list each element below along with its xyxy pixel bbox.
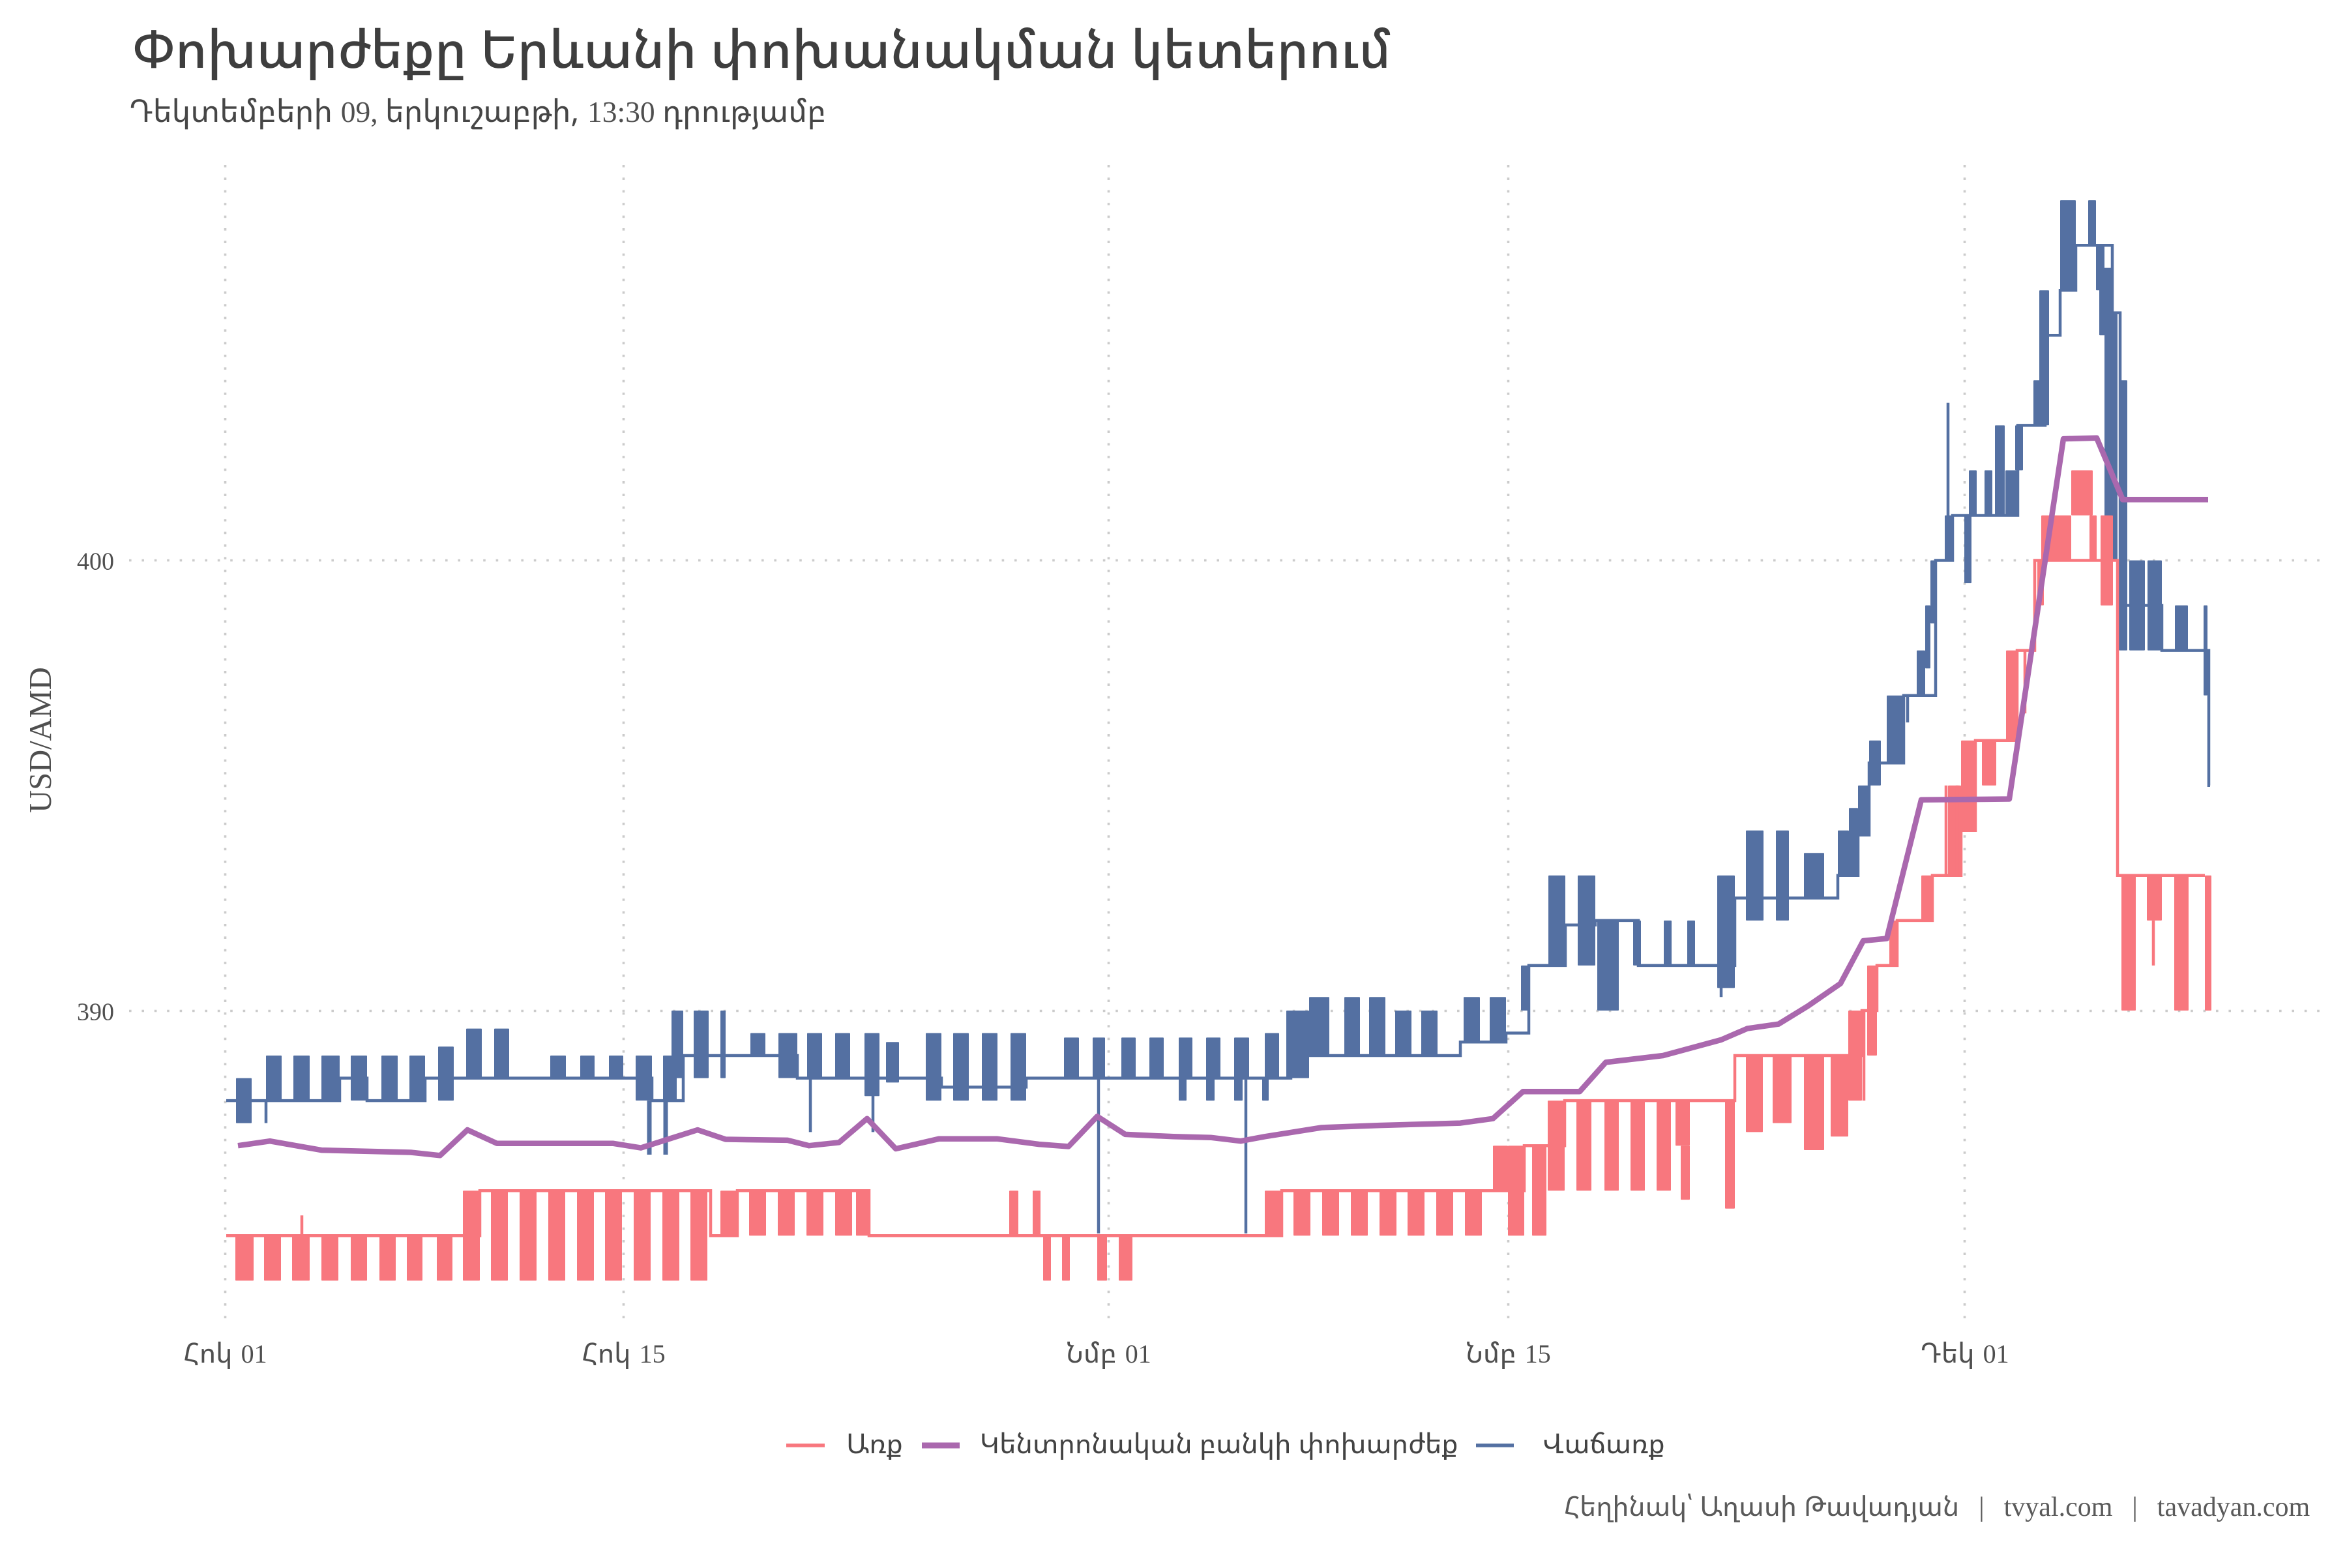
- svg-text:01: 01: [1983, 1339, 2009, 1368]
- svg-text:09,: 09,: [341, 95, 378, 128]
- svg-text:13:30: 13:30: [587, 95, 655, 128]
- svg-text:tavadyan.com: tavadyan.com: [2157, 1492, 2310, 1522]
- svg-text:|: |: [2132, 1492, 2137, 1522]
- svg-text:400: 400: [77, 548, 114, 576]
- svg-text:15: 15: [640, 1339, 666, 1368]
- svg-text:|: |: [1979, 1492, 1984, 1522]
- svg-text:01: 01: [241, 1339, 267, 1368]
- svg-text:15: 15: [1525, 1339, 1551, 1368]
- svg-text:USD/AMD: USD/AMD: [23, 667, 58, 813]
- svg-text:390: 390: [77, 999, 114, 1026]
- svg-text:tvyal.com: tvyal.com: [2004, 1492, 2113, 1522]
- svg-text:01: 01: [1125, 1339, 1151, 1368]
